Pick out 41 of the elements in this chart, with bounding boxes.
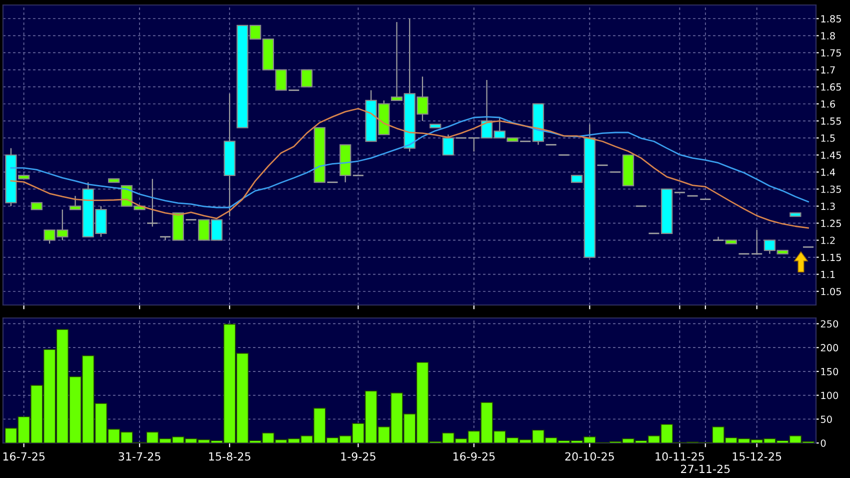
x-tick-label: 1-9-25 <box>341 452 376 461</box>
x-tick-label: 20-10-25 <box>565 452 614 461</box>
candlestick <box>750 229 763 255</box>
y-tick-label: 1.1 <box>821 270 835 278</box>
candlestick <box>442 134 454 156</box>
y-tick-label: 1.25 <box>821 220 841 228</box>
y-tick-label: 1.75 <box>821 49 841 57</box>
y-tick-label: 50 <box>820 416 832 423</box>
y-tick-label: 1.15 <box>821 254 841 262</box>
y-tick-label: 1.05 <box>821 288 841 296</box>
y-tick-label: 0 <box>820 439 826 447</box>
y-tick-label: 1.4 <box>821 168 836 176</box>
y-tick-label: 1.65 <box>821 83 841 91</box>
x-tick-label: 27-11-25 <box>681 464 730 474</box>
candlestick <box>468 137 480 152</box>
line-series <box>10 108 809 229</box>
y-tick-label: 150 <box>821 368 838 376</box>
y-tick-label: 1.55 <box>821 118 841 125</box>
y-tick-label: 1.5 <box>821 134 835 142</box>
y-tick-label: 1.8 <box>821 32 835 40</box>
x-tick-label: 15-8-25 <box>209 452 250 461</box>
x-tick-label: 10-11-25 <box>656 452 704 461</box>
candlestick <box>300 69 313 88</box>
x-tick-label: 15-12-25 <box>732 452 782 461</box>
candlestick <box>712 236 724 241</box>
x-tick-label: 16-7-25 <box>3 452 45 461</box>
y-tick-label: 1.35 <box>821 186 841 193</box>
y-tick-label: 1.7 <box>821 66 835 74</box>
y-tick-label: 250 <box>820 320 838 328</box>
y-tick-label: 1.6 <box>821 100 836 108</box>
x-tick-label: 16-9-25 <box>453 452 495 461</box>
y-tick-label: 1.3 <box>821 202 835 210</box>
candlestick <box>159 236 172 241</box>
line-series <box>10 116 809 208</box>
y-tick-label: 1.2 <box>821 236 835 244</box>
y-tick-label: 1.85 <box>821 15 841 22</box>
y-tick-label: 200 <box>820 344 838 352</box>
y-tick-label: 100 <box>821 392 838 400</box>
candlestick <box>146 178 158 228</box>
x-tick-label: 31-7-25 <box>118 452 160 461</box>
y-tick-label: 1.45 <box>821 152 841 159</box>
